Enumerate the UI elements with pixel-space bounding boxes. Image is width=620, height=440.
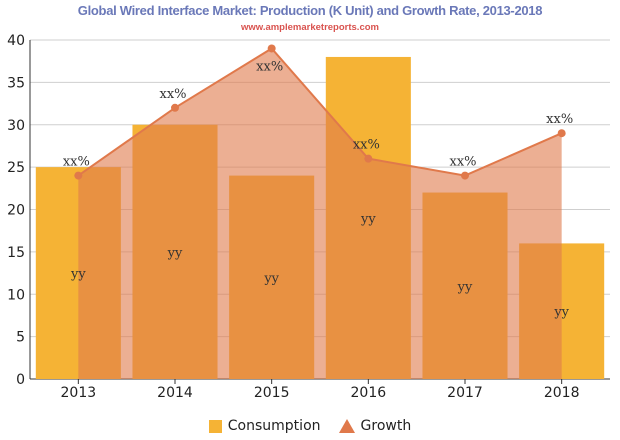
growth-point-2016 [364,155,372,163]
growth-data-label: xx% [63,155,90,170]
x-tick-label: 2018 [544,385,580,401]
growth-point-2018 [558,129,566,137]
y-tick-label: 5 [16,330,25,346]
y-tick-label: 40 [7,33,25,49]
bar-data-label: yy [263,271,279,286]
growth-data-label: xx% [546,112,573,127]
growth-data-label: xx% [159,87,186,102]
growth-point-2013 [74,172,82,180]
x-tick-label: 2014 [157,385,193,401]
y-tick-label: 25 [7,160,25,176]
bar-data-label: yy [553,305,569,320]
y-tick-label: 20 [7,203,25,219]
growth-data-label: xx% [353,138,380,153]
x-tick-label: 2016 [351,385,387,401]
chart-plot: 0 5 10 15 20 25 30 35 40 2013 2014 2015 2016 2017 2018… [0,0,620,415]
growth-data-label: xx% [256,59,283,74]
x-tick-label: 2013 [61,385,97,401]
legend-item-growth[interactable]: Growth [339,418,412,434]
y-tick-label: 15 [7,245,25,261]
bar-data-label: yy [457,280,473,295]
y-tick-label: 10 [7,287,25,303]
bar-data-label: yy [360,212,376,227]
growth-point-2017 [461,172,469,180]
growth-point-2014 [171,104,179,112]
growth-triangle-icon [339,419,355,433]
y-tick-label: 0 [16,372,25,388]
legend-label-growth: Growth [361,418,412,434]
x-tick-label: 2015 [254,385,290,401]
y-tick-label: 35 [7,75,25,91]
legend-item-consumption[interactable]: Consumption [209,418,321,434]
bar-data-label: yy [70,267,86,282]
legend: Consumption Growth [0,418,620,434]
x-tick-label: 2017 [447,385,483,401]
bar-data-label: yy [167,246,183,261]
growth-area [78,48,561,379]
growth-data-label: xx% [449,155,476,170]
legend-label-consumption: Consumption [228,418,321,434]
consumption-swatch-icon [209,420,222,433]
y-tick-label: 30 [7,118,25,134]
growth-point-2015 [268,44,276,52]
